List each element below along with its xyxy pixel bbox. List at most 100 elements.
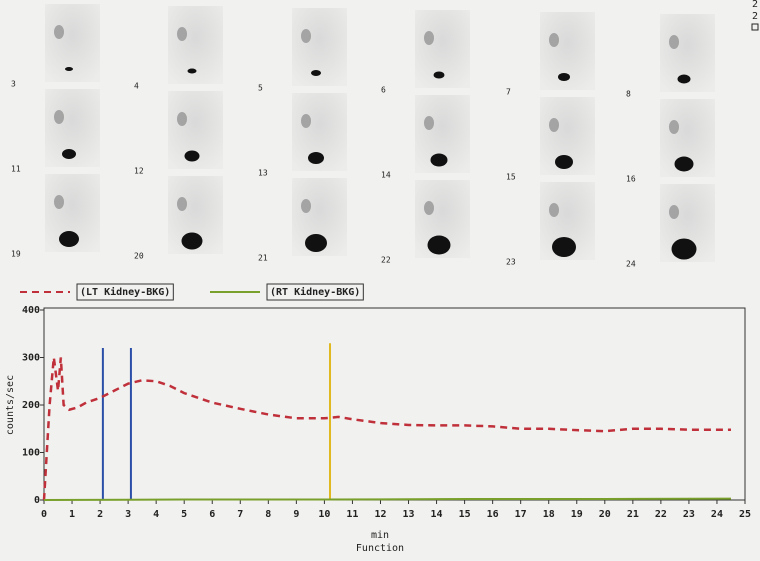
- corner-mark: 2: [752, 11, 758, 22]
- x-tick-label: 13: [402, 509, 414, 520]
- frame-label: 21: [258, 254, 268, 263]
- x-tick-label: 20: [599, 509, 611, 520]
- bladder: [558, 73, 570, 81]
- organ-upper: [549, 203, 559, 217]
- organ-upper: [424, 31, 434, 45]
- x-tick-label: 4: [153, 509, 159, 520]
- x-tick-label: 23: [683, 509, 695, 520]
- legend-frame: [266, 283, 364, 301]
- y-tick-label: 100: [22, 448, 40, 459]
- bladder: [187, 68, 197, 74]
- frame-label: 6: [381, 86, 386, 95]
- organ-upper: [669, 35, 679, 49]
- series-line: [42, 357, 731, 501]
- bladder: [671, 238, 697, 260]
- organ-upper: [177, 197, 187, 211]
- chart-subtitle: Function: [356, 543, 404, 554]
- y-tick-label: 0: [34, 495, 40, 506]
- x-tick-label: 11: [346, 509, 358, 520]
- organ-upper: [549, 33, 559, 47]
- frame-label: 22: [381, 256, 391, 265]
- corner-box: [751, 23, 759, 31]
- corner-mark: 2: [752, 0, 758, 10]
- x-tick-label: 14: [431, 509, 443, 520]
- x-tick-label: 25: [739, 509, 751, 520]
- frame-label: 5: [258, 84, 263, 93]
- x-tick-label: 15: [459, 509, 471, 520]
- x-tick-label: 2: [97, 509, 103, 520]
- frame-label: 13: [258, 169, 268, 178]
- bladder: [552, 237, 576, 257]
- y-axis-label: counts/sec: [5, 375, 16, 435]
- bladder: [677, 74, 691, 84]
- y-tick-label: 200: [22, 400, 40, 411]
- frame-label: 14: [381, 171, 391, 180]
- frame-label: 3: [11, 80, 16, 89]
- bladder: [181, 232, 203, 250]
- organ-upper: [54, 25, 64, 39]
- x-tick-label: 18: [543, 509, 555, 520]
- x-tick-label: 17: [515, 509, 527, 520]
- x-axis-label: min: [371, 530, 389, 541]
- scan-frame: [45, 4, 100, 82]
- bladder: [555, 155, 573, 169]
- frame-label: 16: [626, 175, 636, 184]
- frame-label: 19: [11, 250, 21, 259]
- x-tick-label: 7: [237, 509, 243, 520]
- organ-upper: [424, 116, 434, 130]
- x-tick-label: 19: [571, 509, 583, 520]
- x-tick-label: 1: [69, 509, 75, 520]
- organ-upper: [54, 110, 64, 124]
- x-tick-label: 22: [655, 509, 667, 520]
- bladder: [305, 234, 327, 252]
- x-tick-label: 6: [209, 509, 215, 520]
- frame-label: 7: [506, 88, 511, 97]
- x-tick-label: 5: [181, 509, 187, 520]
- x-tick-label: 24: [711, 509, 723, 520]
- y-tick-label: 300: [22, 353, 40, 364]
- organ-upper: [54, 195, 64, 209]
- bladder: [433, 71, 445, 79]
- bladder: [427, 235, 451, 255]
- x-tick-label: 3: [125, 509, 131, 520]
- frame-label: 24: [626, 260, 636, 269]
- organ-upper: [549, 118, 559, 132]
- frame-label: 12: [134, 167, 144, 176]
- legend-label: (LT Kidney-BKG): [80, 286, 170, 298]
- x-tick-label: 21: [627, 509, 639, 520]
- frame-label: 8: [626, 90, 631, 99]
- bladder: [59, 231, 79, 247]
- organ-upper: [669, 205, 679, 219]
- organ-upper: [424, 201, 434, 215]
- bladder: [430, 153, 448, 167]
- frame-label: 11: [11, 165, 21, 174]
- frame-label: 15: [506, 173, 516, 182]
- organ-upper: [669, 120, 679, 134]
- x-tick-label: 0: [41, 509, 47, 520]
- y-tick-label: 400: [22, 305, 40, 316]
- organ-upper: [301, 199, 311, 213]
- series-line: [43, 497, 731, 501]
- x-tick-label: 12: [374, 509, 386, 520]
- bladder: [674, 156, 694, 172]
- x-tick-label: 10: [318, 509, 330, 520]
- legend-frame: [76, 283, 174, 301]
- legend-label: (RT Kidney-BKG): [270, 286, 360, 298]
- organ-upper: [177, 27, 187, 41]
- organ-upper: [301, 29, 311, 43]
- frame-label: 23: [506, 258, 516, 267]
- bladder: [62, 149, 76, 159]
- bladder: [311, 70, 321, 76]
- x-tick-label: 9: [293, 509, 299, 520]
- organ-upper: [177, 112, 187, 126]
- bladder: [308, 152, 324, 164]
- frame-label: 4: [134, 82, 139, 91]
- x-tick-label: 8: [265, 509, 271, 520]
- frame-label: 20: [134, 252, 144, 261]
- frame-grid: 3 4 5 6 7 8 11 12 13 14 15 16 19 20 21 22 23 24: [11, 4, 715, 269]
- bladder: [184, 150, 200, 162]
- x-tick-label: 16: [487, 509, 499, 520]
